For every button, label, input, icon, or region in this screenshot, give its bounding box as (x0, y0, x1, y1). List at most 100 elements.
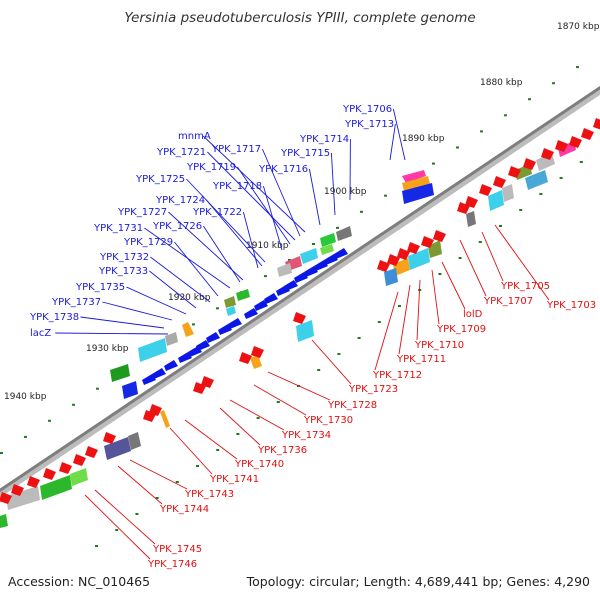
gene-arrow-minus (593, 118, 600, 130)
tick-dot-inner (438, 273, 442, 275)
gene-label-ypk-1714[interactable]: YPK_1714 (299, 134, 349, 145)
genome-backbone (0, 85, 600, 498)
gene-label-ypk-1717[interactable]: YPK_1717 (211, 144, 261, 155)
leader-line-plus (203, 225, 241, 283)
gene-arrow-minus (239, 352, 252, 364)
gene-label-lold[interactable]: lolD (463, 309, 483, 320)
gene-label-ypk-1705[interactable]: YPK_1705 (500, 281, 550, 292)
gene-label-ypk-1727[interactable]: YPK_1727 (117, 207, 167, 218)
gene-label-ypk-1711[interactable]: YPK_1711 (396, 354, 446, 365)
tick-dot-inner (276, 401, 280, 403)
gene-label-ypk-1731[interactable]: YPK_1731 (93, 223, 143, 234)
gene-label-ypk-1721[interactable]: YPK_1721 (156, 147, 206, 158)
gene-label-ypk-1736[interactable]: YPK_1736 (257, 445, 307, 456)
gene-label-ypk-1746[interactable]: YPK_1746 (147, 559, 197, 570)
gene-label-ypk-1716[interactable]: YPK_1716 (258, 164, 308, 175)
gene-block-plus (122, 381, 138, 399)
tick-dot-inner (478, 241, 482, 243)
gene-label-ypk-1745[interactable]: YPK_1745 (152, 544, 202, 555)
leader-line-plus (168, 211, 244, 281)
leader-line-minus (459, 239, 487, 297)
genome-map: 1870 kbp 1880 kbp 1890 kbp 1900 kbp 1910 kbp… (0, 22, 600, 570)
tick-dot-outer (216, 307, 219, 310)
leader-line-plus (80, 316, 165, 329)
gene-label-ypk-1728[interactable]: YPK_1728 (327, 400, 377, 411)
gene-arrow-plus (294, 272, 308, 283)
gene-label-ypk-1743[interactable]: YPK_1743 (184, 489, 234, 500)
tick-dot-inner (337, 353, 341, 355)
tick-dot-outer (24, 435, 27, 438)
gene-arrow-minus (143, 410, 156, 422)
gene-arrow-plus (164, 360, 178, 371)
gene-arrow-minus (377, 260, 390, 272)
tick-dot-outer (360, 210, 363, 213)
scale-label: 1890 kbp (402, 134, 445, 144)
gene-label-ypk-1715[interactable]: YPK_1715 (280, 148, 330, 159)
gene-arrow-plus (244, 308, 258, 319)
gene-block-plus (236, 289, 250, 301)
tick-dot-inner (317, 369, 321, 371)
tick-dot-inner (115, 529, 119, 531)
gene-block-plus (320, 244, 334, 255)
leader-line-minus (416, 279, 421, 341)
gene-block-plus (402, 176, 430, 191)
gene-label-ypk-1709[interactable]: YPK_1709 (436, 324, 486, 335)
gene-block-minus (296, 320, 314, 342)
gene-block-plus (182, 322, 194, 337)
gene-block-minus (0, 514, 8, 528)
gene-label-ypk-1703[interactable]: YPK_1703 (546, 300, 596, 311)
accession-label: Accession: NC_010465 (8, 574, 151, 589)
leader-line-plus (150, 256, 211, 303)
gene-label-ypk-1735[interactable]: YPK_1735 (75, 282, 125, 293)
gene-label-ypk-1737[interactable]: YPK_1737 (51, 297, 101, 308)
gene-block-minus (40, 475, 72, 500)
gene-label-ypk-1733[interactable]: YPK_1733 (98, 266, 148, 277)
gene-arrow-plus (188, 346, 202, 357)
gene-label-ypk-1707[interactable]: YPK_1707 (483, 296, 533, 307)
tick-dot-outer (480, 130, 483, 133)
leader-line-minus (311, 339, 352, 385)
leader-line-minus (94, 489, 156, 545)
gene-label-ypk-1710[interactable]: YPK_1710 (414, 340, 464, 351)
gene-label-ypk-1724[interactable]: YPK_1724 (155, 195, 205, 206)
gene-label-ypk-1719[interactable]: YPK_1719 (186, 162, 236, 173)
tick-dot-inner (377, 321, 381, 323)
gene-label-ypk-1734[interactable]: YPK_1734 (281, 430, 331, 441)
gene-label-ypk-1706[interactable]: YPK_1706 (342, 104, 392, 115)
gene-label-ypk-1723[interactable]: YPK_1723 (348, 384, 398, 395)
gene-block-minus (408, 248, 430, 270)
gene-arrow-minus (193, 382, 206, 394)
gene-block-plus (165, 332, 178, 346)
gene-label-ypk-1740[interactable]: YPK_1740 (234, 459, 284, 470)
leader-line-plus (174, 241, 219, 297)
gene-label-ypk-1744[interactable]: YPK_1744 (159, 504, 209, 515)
gene-label-ypk-1712[interactable]: YPK_1712 (372, 370, 422, 381)
leader-line-minus (374, 291, 399, 371)
gene-label-ypk-1741[interactable]: YPK_1741 (209, 474, 259, 485)
scale-label: 1910 kbp (246, 241, 289, 251)
genome-title: Yersinia pseudotuberculosis YPIII, compl… (124, 10, 476, 26)
gene-arrow-minus (555, 140, 568, 152)
gene-label-ypk-1726[interactable]: YPK_1726 (152, 221, 202, 232)
gene-label-ypk-1725[interactable]: YPK_1725 (135, 174, 185, 185)
gene-arrow-minus (251, 346, 264, 358)
gene-arrow-minus (27, 476, 40, 488)
gene-label-mnma[interactable]: mnmA (178, 131, 211, 142)
gene-label-ypk-1732[interactable]: YPK_1732 (99, 252, 149, 263)
leader-line-minus (84, 494, 151, 560)
gene-label-ypk-1730[interactable]: YPK_1730 (303, 415, 353, 426)
leader-line-plus (126, 286, 187, 315)
tick-dot-inner (519, 209, 523, 211)
tick-dot-outer (432, 162, 435, 165)
leader-line-minus (481, 231, 504, 282)
gene-label-ypk-1713[interactable]: YPK_1713 (344, 119, 394, 130)
tick-dot-inner (559, 177, 563, 179)
gene-label-ypk-1729[interactable]: YPK_1729 (123, 237, 173, 248)
tick-dot-inner (579, 161, 583, 163)
gene-block-minus (160, 410, 170, 428)
gene-label-ypk-1722[interactable]: YPK_1722 (192, 207, 242, 218)
scale-labels: 1870 kbp 1880 kbp 1890 kbp 1900 kbp 1910 kbp… (4, 22, 600, 402)
gene-label-ypk-1738[interactable]: YPK_1738 (29, 312, 79, 323)
gene-label-ypk-1718[interactable]: YPK_1718 (212, 181, 262, 192)
gene-label-lacz[interactable]: lacZ (30, 328, 51, 339)
